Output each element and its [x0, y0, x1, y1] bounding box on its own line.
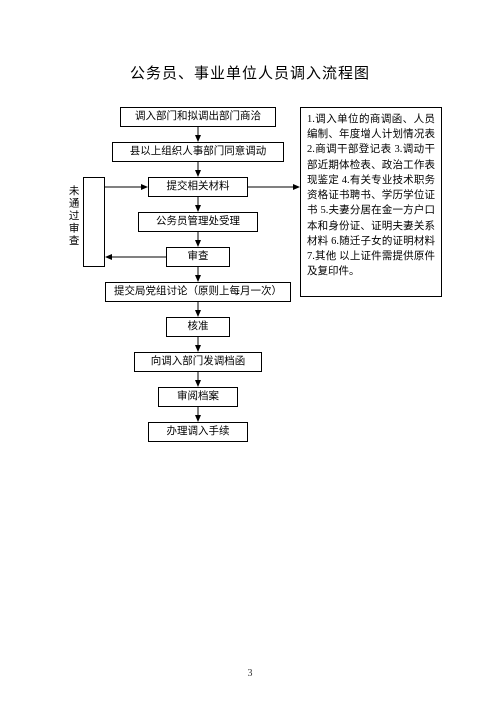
flow-node-10: 办理调入手续: [148, 422, 248, 442]
flow-node-1: 调入部门和拟调出部门商洽: [120, 107, 276, 127]
flow-node-6: 提交局党组讨论（原则上每月一次）: [105, 282, 291, 302]
flow-node-3: 提交相关材料: [148, 177, 248, 197]
flow-node-label: 审阅档案: [177, 390, 219, 404]
flow-node-label: 向调入部门发调档函: [151, 355, 246, 369]
flow-node-label: 县以上组织人事部门同意调动: [130, 145, 267, 159]
flow-node-5: 审查: [166, 247, 230, 267]
loop-box: [83, 177, 105, 267]
flow-node-9: 审阅档案: [158, 387, 238, 407]
page-title: 公务员、事业单位人员调入流程图: [0, 62, 500, 83]
flow-node-label: 提交局党组讨论（原则上每月一次）: [114, 285, 282, 299]
side-note: 1.调入单位的商调函、人员编制、年度增人计划情况表 2.商调干部登记表 3.调动…: [300, 107, 442, 297]
page: 公务员、事业单位人员调入流程图 调入部门和拟调出部门商洽 县以上组织人事部门同意…: [0, 0, 500, 707]
flow-node-2: 县以上组织人事部门同意调动: [112, 142, 284, 162]
flow-node-8: 向调入部门发调档函: [134, 352, 262, 372]
flow-node-label: 公务员管理处受理: [156, 215, 240, 229]
side-note-text: 1.调入单位的商调函、人员编制、年度增人计划情况表 2.商调干部登记表 3.调动…: [307, 114, 435, 277]
flow-node-4: 公务员管理处受理: [138, 212, 258, 232]
flow-node-label: 调入部门和拟调出部门商洽: [135, 110, 261, 124]
page-number: 3: [0, 668, 500, 679]
loop-label-text: 未通过审查: [68, 185, 79, 248]
flow-node-label: 提交相关材料: [167, 180, 230, 194]
flow-node-label: 审查: [188, 250, 209, 264]
flow-node-7: 核准: [166, 317, 230, 337]
flow-node-label: 办理调入手续: [167, 425, 230, 439]
loop-label: 未通过审查: [66, 185, 79, 248]
flow-node-label: 核准: [188, 320, 209, 334]
